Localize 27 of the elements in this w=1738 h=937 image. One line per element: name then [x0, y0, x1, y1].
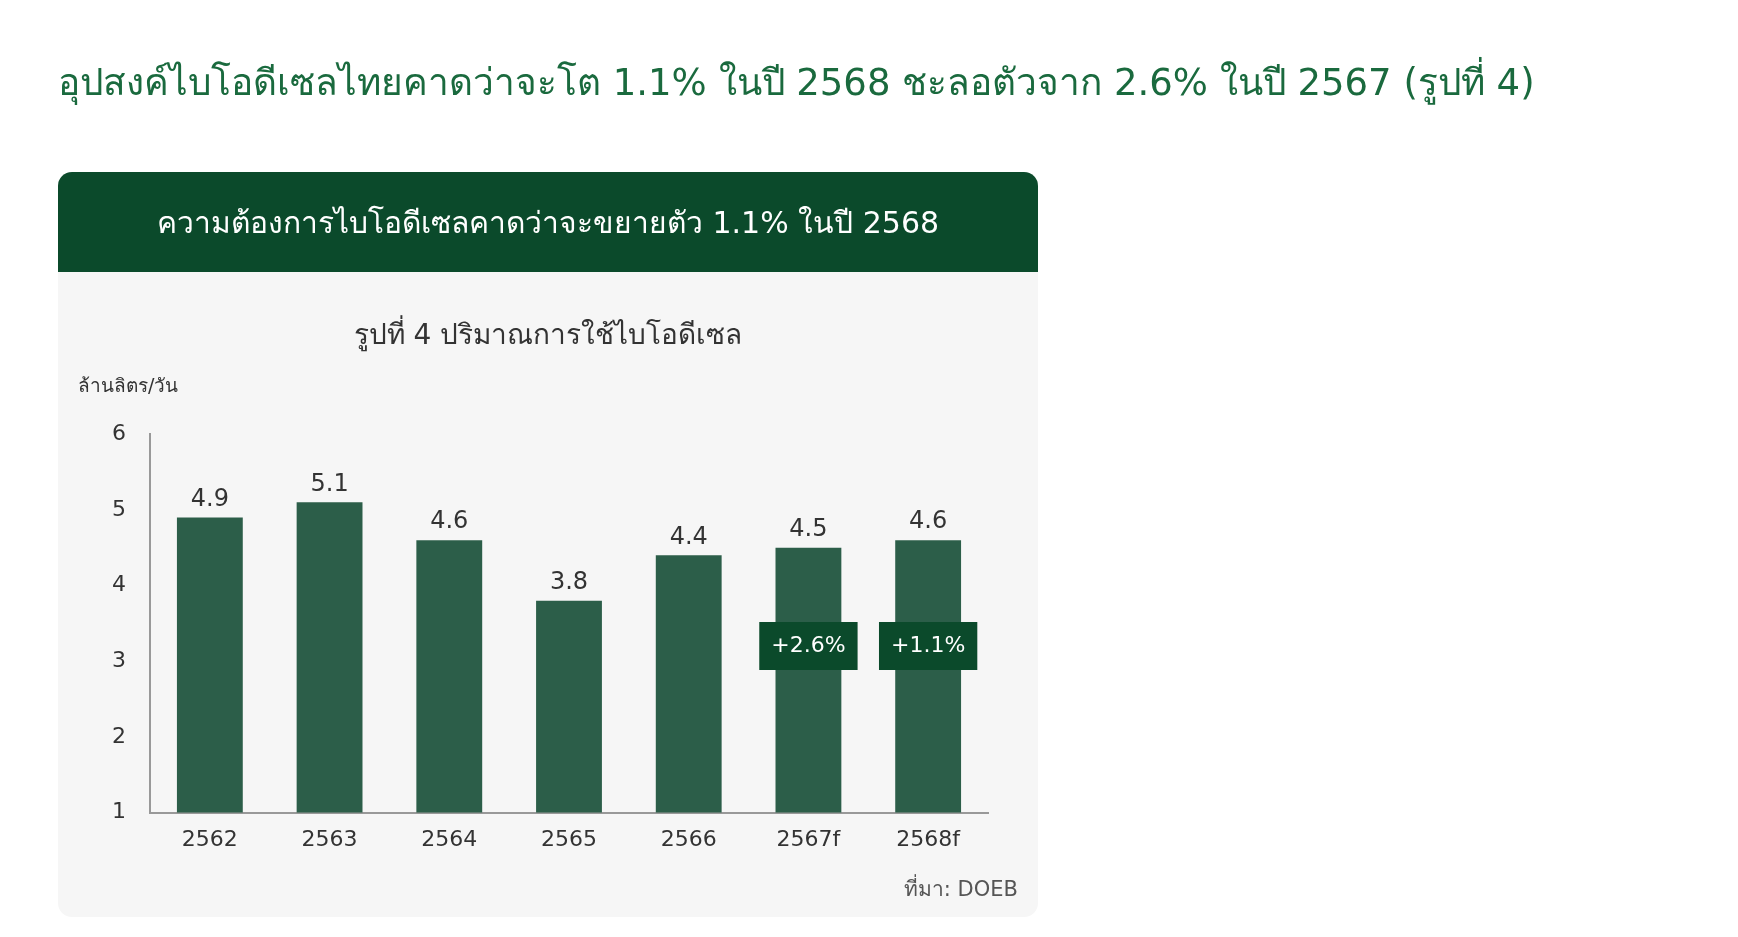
- data-label: 4.4: [669, 521, 708, 550]
- y-axis-title: ล้านลิตร/วัน: [78, 373, 179, 398]
- chart-title: อุปสงค์ไบโอดีเซลไทยคาดว่าจะโต 1.1% ในปี 2568 ชะลอตัวจาก 2.6% ในปี 2567 (รูปที่ 4): [58, 56, 1535, 107]
- x-tick-label: 2565: [541, 825, 597, 851]
- y-tick-label: 5: [112, 495, 126, 521]
- annotation: +1.1%: [890, 631, 966, 657]
- x-tick-label: 2568f: [896, 825, 962, 851]
- chart-subtitle: ความต้องการไบโอดีเซลคาดว่าจะขยายตัว 1.1% ในปี 2568: [58, 172, 1038, 272]
- x-tick-label: 2566: [660, 825, 717, 851]
- x-tick-label: 2562: [181, 825, 238, 851]
- y-tick-label: 6: [112, 419, 126, 445]
- annotation: +2.6%: [771, 631, 846, 657]
- x-tick-label: 2564: [421, 825, 478, 851]
- text: ที่มา: DOEB: [903, 873, 1018, 903]
- data-label: 4.6: [909, 506, 948, 535]
- y-tick-label: 4: [112, 571, 126, 597]
- y-tick-label: 2: [112, 722, 126, 748]
- data-label: 4.6: [430, 506, 469, 535]
- text: รูปที่ 4 ปริมาณการใช้ไบโอดีเซล: [352, 314, 744, 354]
- y-tick-label: 1: [112, 798, 126, 824]
- y-tick-label: 3: [112, 646, 126, 672]
- data-label: 5.1: [310, 468, 349, 497]
- data-label: 3.8: [549, 566, 589, 595]
- data-label: 4.5: [789, 513, 828, 542]
- x-tick-label: 2567f: [776, 825, 842, 851]
- data-label: 4.9: [190, 483, 229, 512]
- x-tick-label: 2563: [301, 825, 358, 851]
